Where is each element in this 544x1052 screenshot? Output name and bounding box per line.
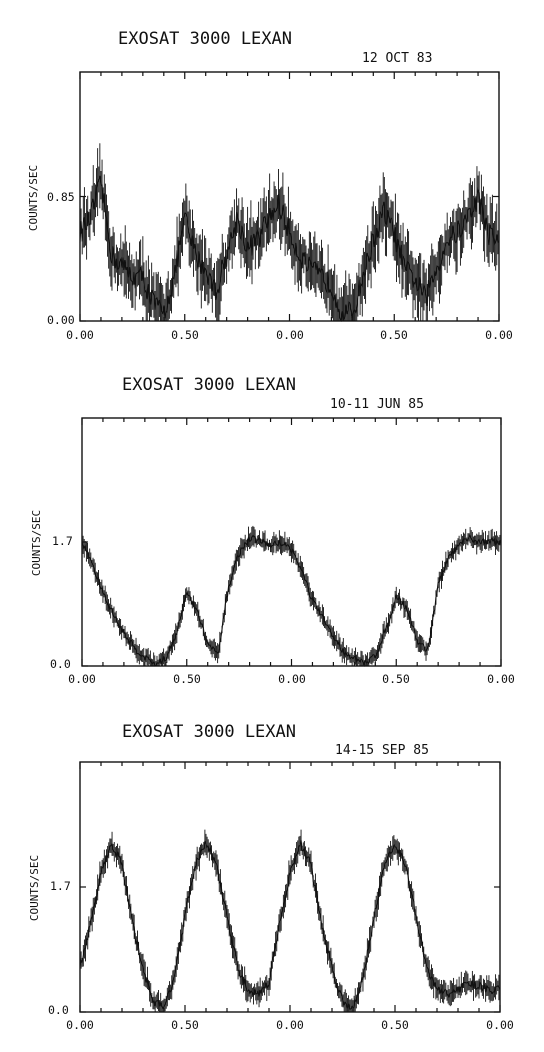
panel-3-y-tick-1: 1.7: [50, 879, 71, 893]
panel-3-y-tick-0: 0.0: [48, 1003, 69, 1017]
panel-3-plot-area: [79, 762, 501, 1013]
panel-2-plot-area: [81, 418, 502, 667]
panel-3-y-axis-label: COUNTS/SEC: [28, 855, 41, 921]
panel-2-x-tick-4: 0.00: [487, 672, 515, 686]
panel-1-y-tick-1: 0.85: [47, 190, 75, 204]
panel-3-x-tick-2: 0.00: [276, 1018, 304, 1032]
light-curve-line: [79, 840, 501, 1010]
panel-1-x-tick-4: 0.00: [485, 328, 513, 342]
panel-2-y-tick-1: 1.7: [52, 534, 73, 548]
panel-2-y-axis-label: COUNTS/SEC: [30, 510, 43, 576]
panel-1-plot-area: [79, 72, 500, 322]
panel-1-x-tick-3: 0.50: [380, 328, 408, 342]
panel-3-date: 14-15 SEP 85: [335, 743, 429, 758]
panel-1-x-tick-1: 0.50: [171, 328, 199, 342]
panel-1-y-axis-label: COUNTS/SEC: [27, 165, 40, 231]
panel-1-y-tick-0: 0.00: [47, 313, 75, 327]
panel-3-x-tick-1: 0.50: [171, 1018, 199, 1032]
panel-3-x-tick-4: 0.00: [486, 1018, 514, 1032]
panel-1-x-tick-2: 0.00: [276, 328, 304, 342]
panel-1-date: 12 OCT 83: [362, 51, 432, 66]
panel-3-x-tick-3: 0.50: [381, 1018, 409, 1032]
panel-2-y-tick-0: 0.0: [50, 657, 71, 671]
panel-3-title: EXOSAT 3000 LEXAN: [122, 722, 296, 742]
light-curve-line: [81, 533, 502, 667]
panel-1-title: EXOSAT 3000 LEXAN: [118, 29, 292, 49]
panel-1: EXOSAT 3000 LEXAN 12 OCT 83 COUNTS/SEC 0…: [27, 29, 513, 342]
panel-2-x-tick-3: 0.50: [382, 672, 410, 686]
panel-1-x-tick-0: 0.00: [66, 328, 94, 342]
panel-2-date: 10-11 JUN 85: [330, 397, 424, 412]
panel-3: EXOSAT 3000 LEXAN 14-15 SEP 85 COUNTS/SE…: [28, 722, 514, 1032]
panel-3-x-tick-0: 0.00: [66, 1018, 94, 1032]
panel-2-x-tick-2: 0.00: [278, 672, 306, 686]
panel-2-x-tick-1: 0.50: [173, 672, 201, 686]
panel-2-x-tick-0: 0.00: [68, 672, 96, 686]
panel-2-title: EXOSAT 3000 LEXAN: [122, 375, 296, 395]
light-curve-line: [79, 175, 500, 322]
panel-2: EXOSAT 3000 LEXAN 10-11 JUN 85 COUNTS/SE…: [30, 375, 515, 686]
panel-2-plot-frame: [81, 417, 502, 667]
